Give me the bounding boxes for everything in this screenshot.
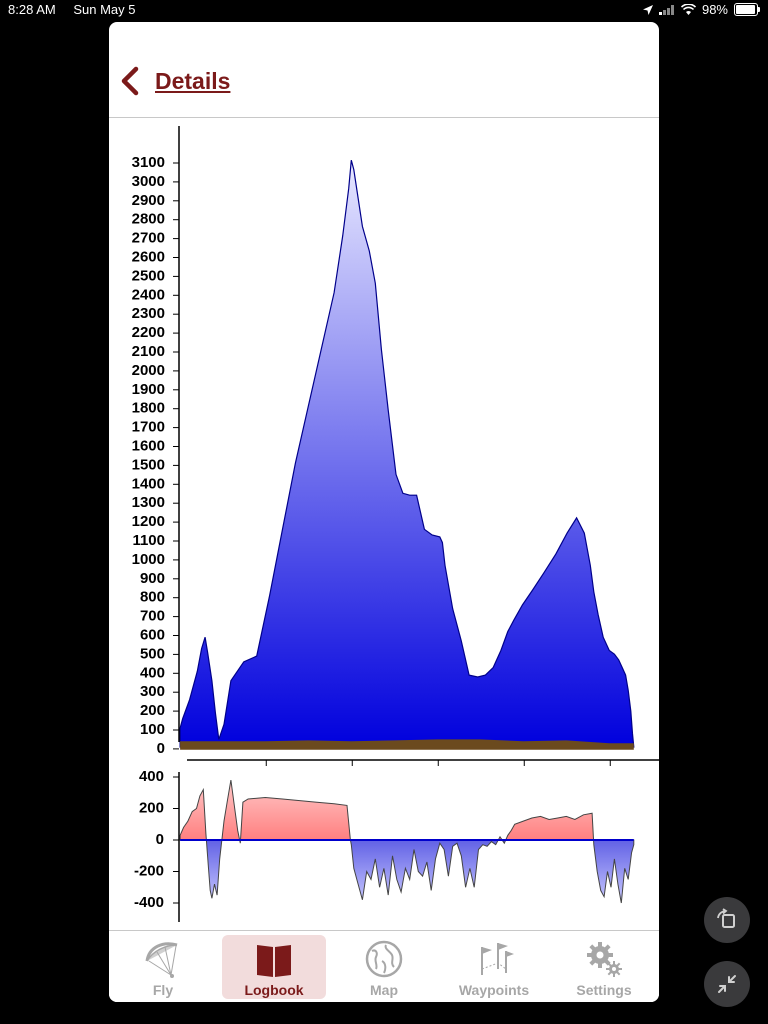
tab-logbook[interactable]: Logbook bbox=[222, 935, 326, 999]
altitude-y-tick-label: 1300 bbox=[132, 494, 165, 511]
navigation-bar: Details bbox=[109, 22, 659, 118]
status-left: 8:28 AM Sun May 5 bbox=[8, 2, 149, 17]
vario-y-tick-label: 400 bbox=[139, 768, 164, 785]
tab-settings-label: Settings bbox=[576, 982, 632, 998]
vario-line bbox=[179, 780, 635, 904]
back-button-label: Details bbox=[155, 67, 231, 94]
altitude-y-tick-label: 600 bbox=[140, 626, 165, 643]
altitude-y-tick-label: 700 bbox=[140, 608, 165, 625]
altitude-y-tick-label: 2100 bbox=[132, 343, 165, 360]
back-button[interactable]: Details bbox=[119, 66, 230, 96]
rotate-screen-icon bbox=[717, 908, 735, 928]
altitude-y-tick-label: 2800 bbox=[132, 211, 165, 228]
climb-area bbox=[180, 780, 634, 840]
minimize-icon bbox=[718, 975, 736, 993]
altitude-y-tick-label: 1000 bbox=[132, 551, 165, 568]
altitude-y-tick-label: 1600 bbox=[132, 437, 165, 454]
globe-icon bbox=[365, 940, 403, 978]
altitude-y-tick-label: 2300 bbox=[132, 305, 165, 322]
tab-fly-label: Fly bbox=[152, 982, 174, 998]
altitude-y-tick-label: 2200 bbox=[132, 324, 165, 341]
altitude-y-tick-label: 2900 bbox=[132, 192, 165, 209]
details-panel: Details 3100 3000 2900 2800 2700 2600 2500 2400… bbox=[109, 22, 659, 1002]
altitude-area bbox=[179, 160, 635, 748]
altitude-y-tick-label: 2000 bbox=[132, 362, 165, 379]
wifi-icon bbox=[680, 4, 696, 15]
signal-icon bbox=[658, 4, 674, 15]
status-bar: 8:28 AM Sun May 5 98% bbox=[0, 0, 768, 20]
tab-fly[interactable]: Fly bbox=[111, 935, 215, 999]
altitude-chart: 3100300029002800270026002500240023002200… bbox=[132, 126, 659, 766]
altitude-y-tick-label: 300 bbox=[140, 683, 165, 700]
altitude-y-tick-label: 1200 bbox=[132, 513, 165, 530]
tab-map[interactable]: Map bbox=[332, 935, 436, 999]
status-date: Sun May 5 bbox=[73, 2, 136, 17]
tab-waypoints-label: Waypoints bbox=[458, 982, 530, 998]
tab-bar: Fly Logbook Map Waypoints bbox=[109, 930, 659, 1002]
altitude-y-tick-label: 2700 bbox=[132, 230, 165, 247]
gear-icon bbox=[587, 942, 622, 977]
location-arrow-icon bbox=[642, 4, 653, 15]
tab-waypoints[interactable]: Waypoints bbox=[442, 935, 546, 999]
status-time: 8:28 AM bbox=[8, 2, 56, 17]
altitude-y-tick-label: 200 bbox=[140, 702, 165, 719]
book-icon bbox=[257, 945, 291, 977]
altitude-y-tick-label: 900 bbox=[140, 570, 165, 587]
vario-chart: 400 200 0 -200 -400 bbox=[134, 768, 635, 922]
altitude-y-tick-label: 1800 bbox=[132, 400, 165, 417]
tab-settings[interactable]: Settings bbox=[552, 935, 656, 999]
battery-percent: 98% bbox=[701, 2, 728, 17]
vario-y-tick-label: 200 bbox=[139, 799, 164, 816]
altitude-y-tick-label: 400 bbox=[140, 664, 165, 681]
tab-logbook-label: Logbook bbox=[244, 982, 304, 998]
altitude-y-tick-label: 1900 bbox=[132, 381, 165, 398]
altitude-y-tick-label: 2500 bbox=[132, 267, 165, 284]
vario-y-tick-label: 0 bbox=[156, 831, 164, 848]
terrain-area bbox=[180, 739, 634, 750]
altitude-y-tick-label: 800 bbox=[140, 589, 165, 606]
status-right: 98% bbox=[642, 2, 760, 17]
flags-icon bbox=[481, 943, 514, 975]
vario-y-tick-label: -400 bbox=[134, 894, 164, 911]
altitude-y-tick-label: 500 bbox=[140, 645, 165, 662]
altitude-y-tick-label: 100 bbox=[140, 721, 165, 738]
altitude-y-tick-label: 1400 bbox=[132, 475, 165, 492]
altitude-y-tick-label: 3000 bbox=[132, 173, 165, 190]
tab-map-label: Map bbox=[370, 982, 398, 998]
vario-y-tick-label: -200 bbox=[134, 862, 164, 879]
minimize-button[interactable] bbox=[704, 961, 750, 1007]
altitude-y-tick-label: 3100 bbox=[132, 154, 165, 171]
altitude-y-tick-label: 0 bbox=[157, 740, 165, 757]
altitude-y-tick-label: 2400 bbox=[132, 286, 165, 303]
altitude-y-tick-label: 1700 bbox=[132, 419, 165, 436]
altitude-y-tick-label: 1500 bbox=[132, 456, 165, 473]
altitude-y-tick-label: 2600 bbox=[132, 248, 165, 265]
paraglider-icon bbox=[145, 942, 178, 978]
battery-icon bbox=[734, 3, 760, 16]
chevron-left-icon bbox=[121, 66, 139, 96]
rotate-screen-button[interactable] bbox=[704, 897, 750, 943]
altitude-y-tick-label: 1100 bbox=[132, 532, 165, 549]
